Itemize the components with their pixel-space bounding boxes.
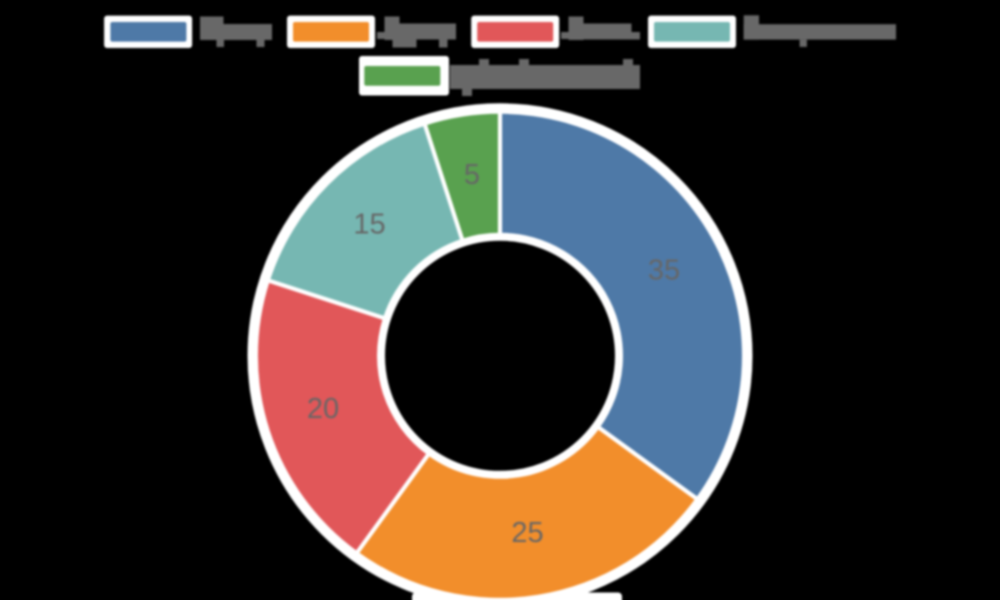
svg-text:35: 35 — [648, 255, 680, 287]
svg-text:15: 15 — [353, 209, 385, 241]
svg-text:5: 5 — [464, 159, 480, 191]
svg-text:20: 20 — [307, 393, 339, 425]
svg-text:25: 25 — [511, 517, 543, 549]
